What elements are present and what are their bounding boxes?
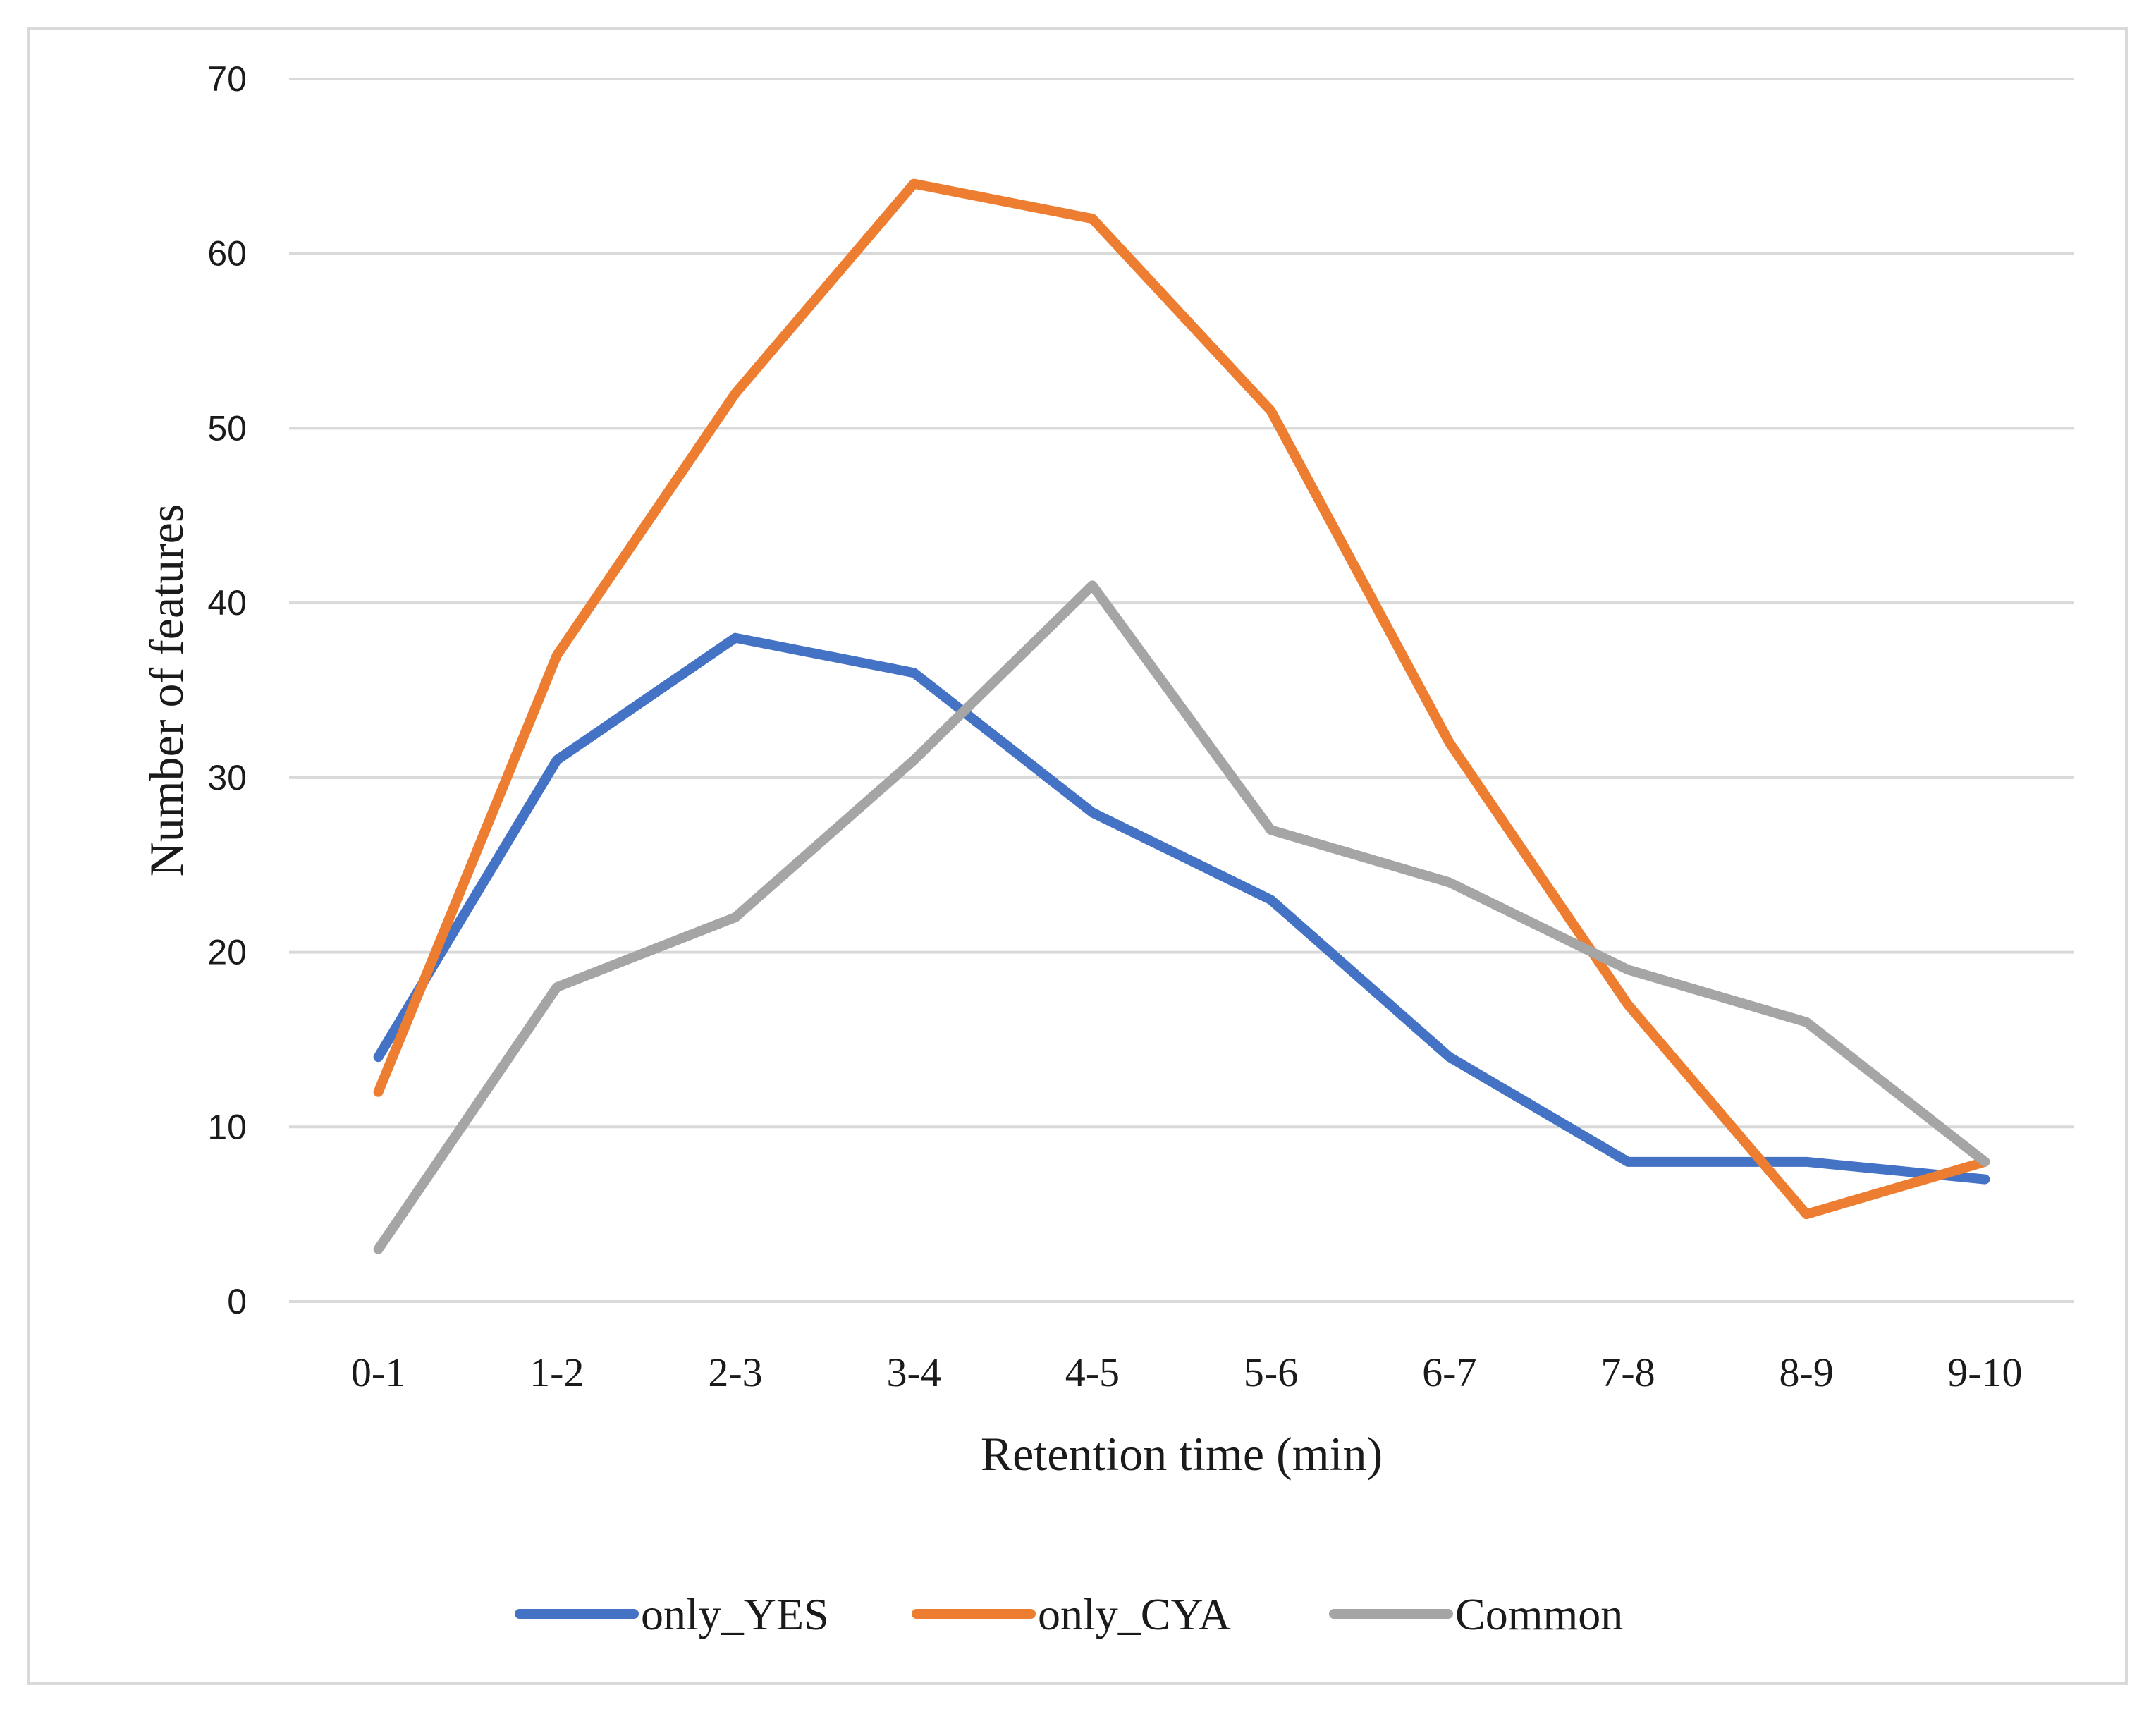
y-tick-label: 10 [207, 1107, 247, 1146]
legend-item-Common: Common [1329, 1589, 1623, 1639]
legend: only_YES only_CYA Common [515, 1589, 1623, 1639]
x-tick-label: 3-4 [887, 1349, 941, 1395]
x-axis-ticks: 0-1 1-2 2-3 3-4 4-5 5-6 6-7 7-8 8-9 9-10 [351, 1349, 2023, 1395]
x-tick-label: 4-5 [1065, 1349, 1120, 1395]
y-tick-label: 20 [207, 933, 247, 972]
y-tick-label: 70 [207, 59, 247, 99]
gridlines [289, 78, 2074, 1303]
y-axis-ticks: 0 10 20 30 40 50 60 70 [207, 59, 247, 1321]
series-lines [373, 178, 1990, 1254]
x-tick-label: 5-6 [1244, 1349, 1298, 1395]
x-tick-label: 9-10 [1947, 1349, 2022, 1395]
y-tick-label: 30 [207, 758, 247, 797]
legend-label: only_YES [641, 1589, 829, 1639]
legend-label: only_CYA [1038, 1589, 1231, 1639]
y-tick-label: 50 [207, 408, 247, 448]
series-line-Common [373, 580, 1990, 1254]
legend-item-only_YES: only_YES [515, 1589, 829, 1639]
y-tick-label: 0 [227, 1282, 247, 1321]
series-Common [373, 580, 1990, 1254]
x-tick-label: 1-2 [529, 1349, 584, 1395]
x-tick-label: 6-7 [1422, 1349, 1476, 1395]
y-axis-title: Number of features [140, 504, 193, 877]
x-tick-label: 2-3 [708, 1349, 762, 1395]
legend-label: Common [1455, 1589, 1623, 1639]
x-tick-label: 7-8 [1600, 1349, 1655, 1395]
line-chart: 0 10 20 30 40 50 60 70 0-1 1-2 2-3 3-4 4-5 5-6 6-7 7-8… [140, 59, 2074, 1639]
series-line-only_CYA [373, 178, 1990, 1220]
legend-item-only_CYA: only_CYA [912, 1589, 1231, 1639]
chart-frame: 0 10 20 30 40 50 60 70 0-1 1-2 2-3 3-4 4-5 5-6 6-7 7-8… [27, 27, 2128, 1685]
series-only_YES [373, 632, 1990, 1185]
series-line-only_YES [373, 632, 1990, 1185]
y-tick-label: 60 [207, 234, 247, 274]
series-only_CYA [373, 178, 1990, 1220]
x-tick-label: 8-9 [1780, 1349, 1834, 1395]
y-tick-label: 40 [207, 583, 247, 623]
x-tick-label: 0-1 [351, 1349, 405, 1395]
x-axis-title: Retention time (min) [981, 1427, 1383, 1481]
